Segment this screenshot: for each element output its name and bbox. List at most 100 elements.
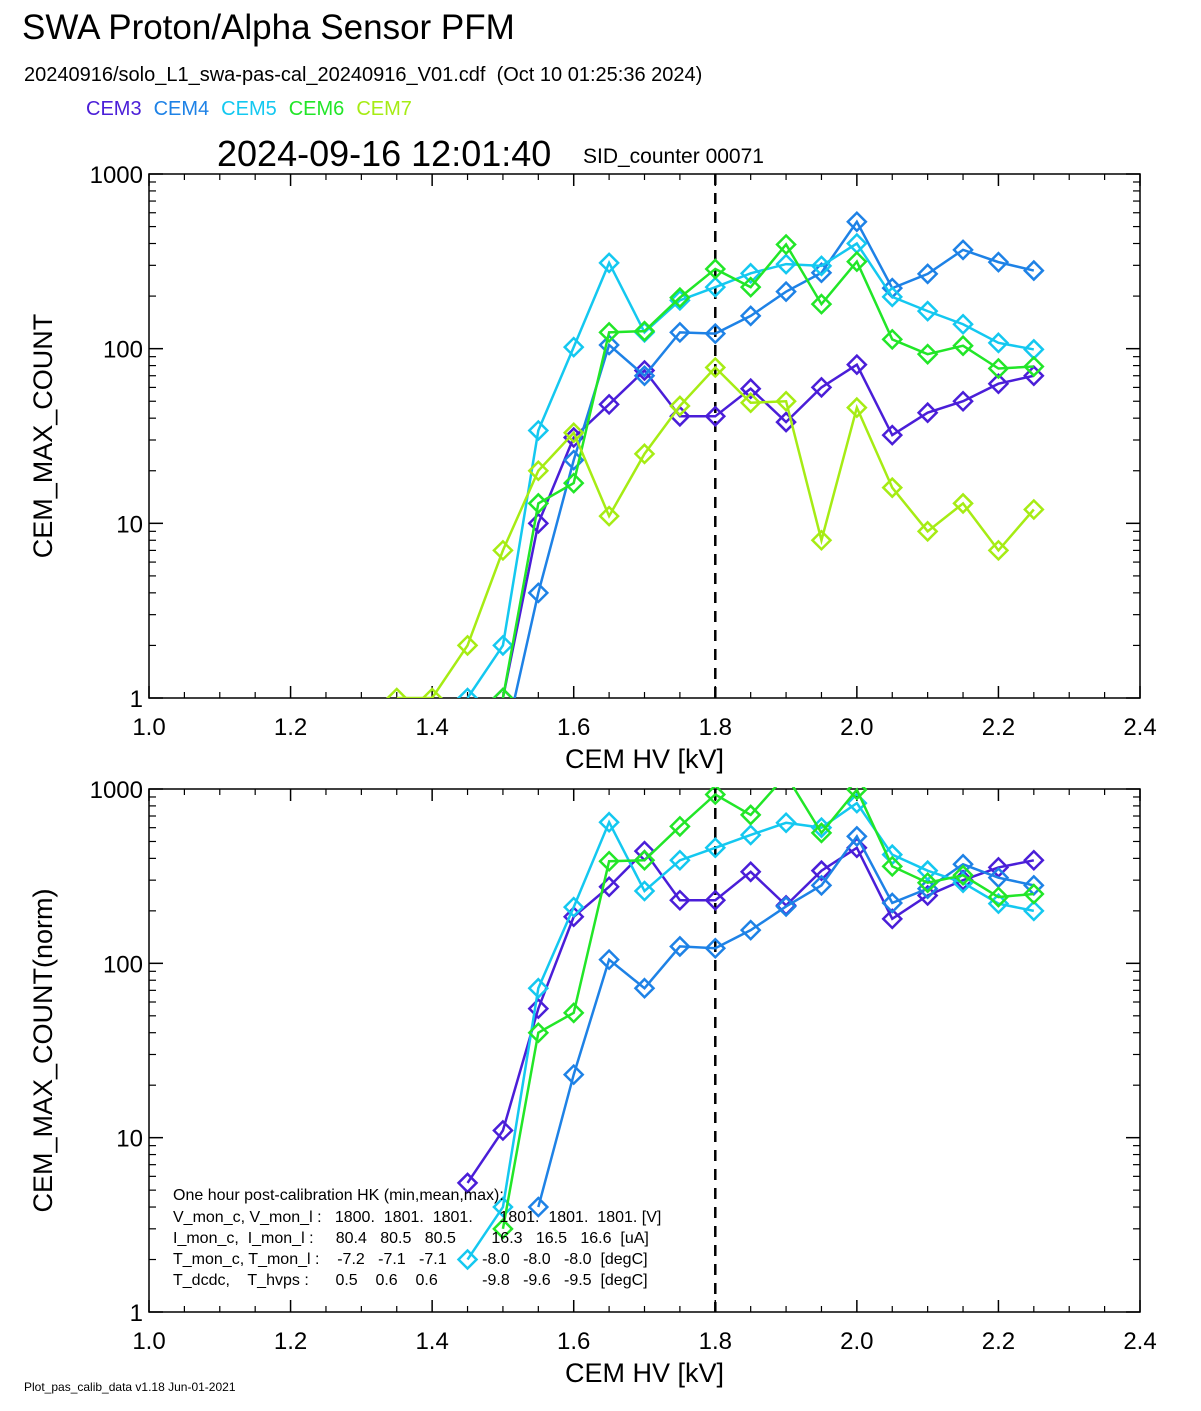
data-point-cem4 — [916, 263, 939, 285]
x-tick-label: 1.2 — [274, 714, 307, 741]
data-point-cem6 — [881, 328, 904, 351]
data-point-cem7 — [987, 539, 1010, 562]
series-line-cem3 — [466, 845, 1035, 1184]
data-point-cem7 — [846, 396, 868, 419]
data-point-cem6 — [704, 787, 727, 806]
series-line-cem4 — [513, 219, 1035, 698]
y-axis-label: CEM_MAX_COUNT — [28, 314, 58, 559]
data-point-cem7 — [633, 443, 656, 465]
timestamp: 2024-09-16 12:01:40 — [217, 133, 552, 174]
data-point-cem6 — [810, 822, 833, 844]
x-tick-label: 2.2 — [982, 1328, 1015, 1355]
data-point-cem6 — [562, 1002, 585, 1024]
data-point-cem4 — [952, 239, 974, 261]
x-tick-label: 1.6 — [557, 1328, 590, 1355]
data-point-cem7 — [952, 492, 974, 515]
data-point-cem6 — [881, 855, 904, 878]
data-point-cem7 — [775, 390, 797, 413]
data-point-cem4 — [987, 251, 1010, 273]
y-tick-label: 10 — [116, 1126, 143, 1153]
data-point-cem3 — [456, 1172, 479, 1194]
sid-counter: SID_counter 00071 — [583, 145, 764, 168]
data-point-cem3 — [527, 997, 550, 1020]
data-point-cem6 — [916, 871, 939, 894]
data-point-cem5 — [775, 253, 797, 275]
data-point-cem6 — [777, 766, 795, 784]
data-point-cem7 — [562, 421, 585, 444]
data-point-cem6 — [669, 815, 691, 838]
data-point-cem3 — [527, 512, 550, 535]
data-point-cem6 — [598, 850, 620, 873]
data-point-cem4 — [633, 364, 656, 387]
data-point-cem4 — [739, 305, 762, 327]
series-group-bottom — [456, 766, 1045, 1271]
series-line-cem5 — [466, 241, 1035, 698]
data-point-cem6 — [492, 687, 514, 698]
data-point-cem6 — [598, 321, 620, 344]
data-point-cem7 — [916, 520, 939, 543]
data-point-cem6 — [810, 293, 833, 315]
data-point-cem7 — [1023, 498, 1045, 521]
data-point-cem6 — [1023, 883, 1045, 905]
data-point-cem5 — [916, 859, 939, 882]
data-point-cem3 — [739, 377, 762, 400]
x-tick-label: 1.8 — [699, 1328, 732, 1355]
data-point-cem5 — [775, 812, 797, 834]
x-tick-label: 1.0 — [132, 714, 165, 741]
series-line-cem3 — [501, 362, 1035, 698]
data-point-cem5 — [1023, 900, 1045, 922]
data-point-cem4 — [669, 935, 691, 958]
data-point-cem4 — [775, 280, 797, 303]
data-point-cem5 — [669, 289, 691, 312]
hk-row: T_mon_c, T_mon_l : -7.2 -7.1 -7.1 -8.0 -… — [173, 1251, 648, 1268]
data-point-cem5 — [456, 687, 479, 698]
hk-row: T_dcdc, T_hvps : 0.5 0.6 0.6 -9.8 -9.6 -… — [173, 1272, 648, 1289]
data-point-cem5 — [633, 880, 656, 902]
data-point-cem4 — [704, 937, 727, 960]
data-point-cem7 — [810, 529, 833, 552]
legend-entry-cem5: CEM5 — [221, 98, 277, 120]
data-point-cem6 — [633, 320, 656, 342]
data-point-cem5 — [952, 313, 974, 336]
data-point-cem3 — [562, 905, 585, 928]
data-point-cem7 — [739, 392, 762, 414]
data-point-cem5 — [492, 634, 514, 657]
data-point-cem3 — [810, 376, 833, 399]
data-point-cem3 — [952, 390, 974, 413]
data-point-cem6 — [527, 492, 550, 515]
data-point-cem6 — [846, 250, 868, 273]
data-point-cem4 — [669, 321, 691, 344]
footer-version: Plot_pas_calib_data v1.18 Jun-01-2021 — [24, 1380, 236, 1394]
data-point-cem7 — [421, 687, 443, 698]
x-tick-label: 2.0 — [840, 1328, 873, 1355]
y-tick-label: 1 — [130, 686, 143, 713]
x-tick-label: 1.4 — [415, 714, 448, 741]
file-subtitle: 20240916/solo_L1_swa-pas-cal_20240916_V0… — [24, 64, 703, 86]
series-line-cem4 — [537, 833, 1035, 1208]
hk-row: I_mon_c, I_mon_l : 80.4 80.5 80.5 16.3 1… — [173, 1230, 649, 1247]
data-point-cem4 — [527, 582, 550, 604]
data-point-cem3 — [669, 889, 691, 912]
x-tick-label: 1.6 — [557, 714, 590, 741]
data-point-cem3 — [739, 861, 762, 883]
data-point-cem6 — [1023, 355, 1045, 378]
data-point-cem6 — [669, 286, 691, 309]
data-point-cem4 — [1023, 259, 1045, 282]
hk-row: V_mon_c, V_mon_l : 1800. 1801. 1801. 180… — [173, 1209, 661, 1226]
data-point-cem4 — [846, 825, 868, 848]
data-point-cem7 — [527, 459, 550, 482]
data-point-cem5 — [527, 977, 550, 999]
data-point-cem7 — [704, 356, 727, 379]
data-point-cem3 — [810, 859, 833, 882]
data-point-cem5 — [598, 252, 620, 274]
legend-entry-cem3: CEM3 — [86, 98, 142, 120]
data-point-cem3 — [492, 1119, 514, 1142]
data-point-cem4 — [775, 895, 797, 918]
data-point-cem6 — [952, 864, 974, 887]
data-point-cem3 — [916, 401, 939, 424]
data-point-cem4 — [881, 892, 904, 914]
x-tick-label: 1.0 — [132, 1328, 165, 1355]
chart-title: SWA Proton/Alpha Sensor PFM — [22, 8, 515, 47]
y-tick-label: 1000 — [90, 777, 143, 804]
